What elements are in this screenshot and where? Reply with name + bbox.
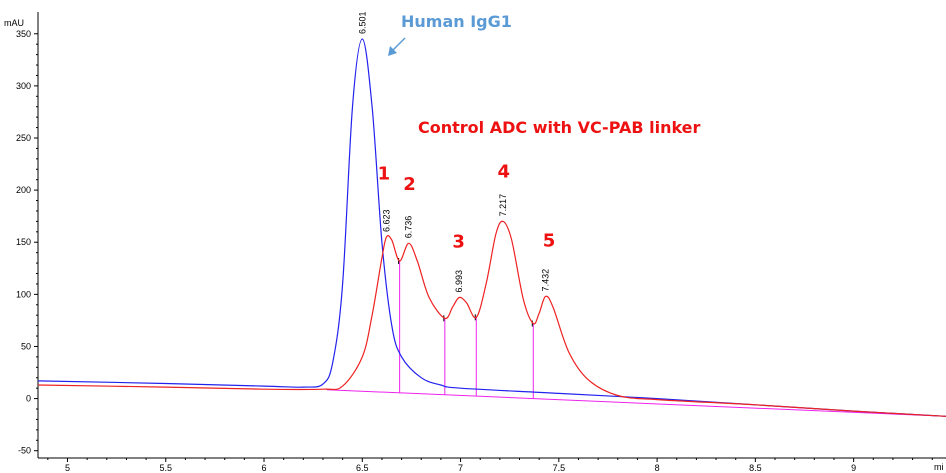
- x-tick-label: 5: [65, 463, 70, 473]
- x-tick-label: 7.5: [553, 463, 566, 473]
- peak-rt-label: 6.736: [404, 216, 414, 239]
- x-tick-label: 6: [262, 463, 267, 473]
- peak-rt-label: 6.993: [454, 270, 464, 293]
- y-tick-label: -50: [18, 446, 31, 456]
- x-tick-label: 6.5: [356, 463, 369, 473]
- series-line-control-adc-with-vc-pab-linker: [37, 220, 946, 417]
- peak-retention-labels: 6.501 6.623 6.736 6.993 7.217 7.432: [357, 11, 550, 292]
- peak-number-labels: 1 2 3 4 5: [378, 162, 556, 253]
- y-tick-label: 250: [16, 133, 31, 143]
- chart-annotations: Human IgG1 Control ADC with VC-PAB linke…: [388, 12, 701, 137]
- y-tick-label: 50: [21, 341, 31, 351]
- chart-axes: mAU mi: [4, 12, 946, 472]
- x-tick-label: 8: [655, 463, 660, 473]
- peak-number-label: 4: [498, 162, 511, 183]
- x-axis-unit-label: mi: [934, 462, 944, 472]
- y-tick-label: 200: [16, 185, 31, 195]
- human-igg1-annotation: Human IgG1: [401, 12, 512, 31]
- y-tick-label: 0: [26, 394, 31, 404]
- x-tick-label: 9: [851, 463, 856, 473]
- peak-rt-label: 6.623: [381, 209, 391, 232]
- human-igg1-arrow-icon: [391, 37, 406, 52]
- y-tick-label: 300: [16, 81, 31, 91]
- peak-number-label: 5: [543, 230, 556, 251]
- x-tick-label: 7: [458, 463, 463, 473]
- y-axis-ticks: -50 0 50 100 150 200 250 300 350: [16, 29, 38, 456]
- series-line-human-igg1: [37, 38, 946, 417]
- y-tick-label: 350: [16, 29, 31, 39]
- peak-rt-label: 7.217: [498, 194, 508, 217]
- y-tick-label: 100: [16, 289, 31, 299]
- peak-rt-label: 6.501: [357, 11, 367, 34]
- y-axis-unit-label: mAU: [4, 18, 24, 28]
- integration-baseline: [326, 389, 946, 417]
- peak-number-label: 1: [378, 164, 391, 185]
- peak-number-label: 2: [403, 174, 416, 195]
- peak-rt-label: 7.432: [540, 269, 550, 292]
- x-axis-ticks: 5 5.5 6 6.5 7 7.5 8 8.5 9: [47, 458, 933, 473]
- x-tick-label: 5.5: [159, 463, 172, 473]
- arrowhead-icon: [388, 46, 397, 56]
- integration-marks: [326, 257, 946, 417]
- chart-series: [37, 38, 946, 417]
- control-adc-annotation: Control ADC with VC-PAB linker: [418, 118, 701, 137]
- x-tick-label: 8.5: [749, 463, 762, 473]
- peak-number-label: 3: [452, 231, 465, 252]
- y-tick-label: 150: [16, 237, 31, 247]
